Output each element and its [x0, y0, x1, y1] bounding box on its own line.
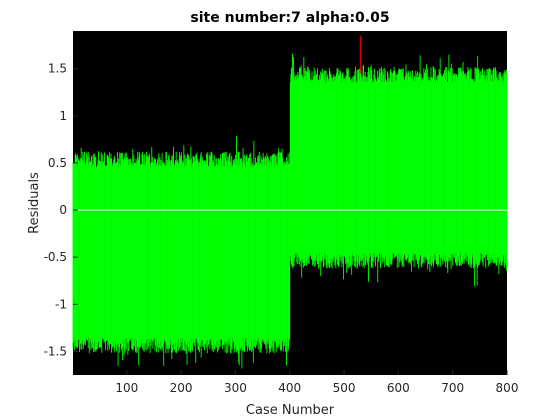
- y-tick-label: 0: [59, 203, 67, 217]
- y-axis-label: Residuals: [27, 172, 42, 234]
- y-tick-label: -1: [55, 297, 67, 311]
- x-axis-label: Case Number: [246, 403, 335, 418]
- chart-title: site number:7 alpha:0.05: [190, 10, 389, 26]
- x-tick-label: 700: [441, 381, 464, 395]
- residual-intervals: [72, 53, 508, 369]
- x-tick-label: 500: [333, 381, 356, 395]
- x-tick-label: 400: [278, 381, 301, 395]
- x-tick-label: 600: [387, 381, 410, 395]
- x-tick-label: 300: [224, 381, 247, 395]
- y-tick-label: 0.5: [48, 156, 67, 170]
- y-tick-label: -1.5: [44, 344, 67, 358]
- y-tick-label: 1.5: [48, 62, 67, 76]
- y-tick-label: -0.5: [44, 250, 67, 264]
- x-tick-label: 100: [115, 381, 138, 395]
- x-axis-ticks: 100 200 300 400 500 600 700 800: [115, 370, 518, 395]
- y-axis-ticks: -1.5 -1 -0.5 0 0.5 1 1.5: [44, 62, 78, 358]
- y-tick-label: 1: [59, 109, 67, 123]
- x-tick-label: 800: [496, 381, 519, 395]
- x-tick-label: 200: [170, 381, 193, 395]
